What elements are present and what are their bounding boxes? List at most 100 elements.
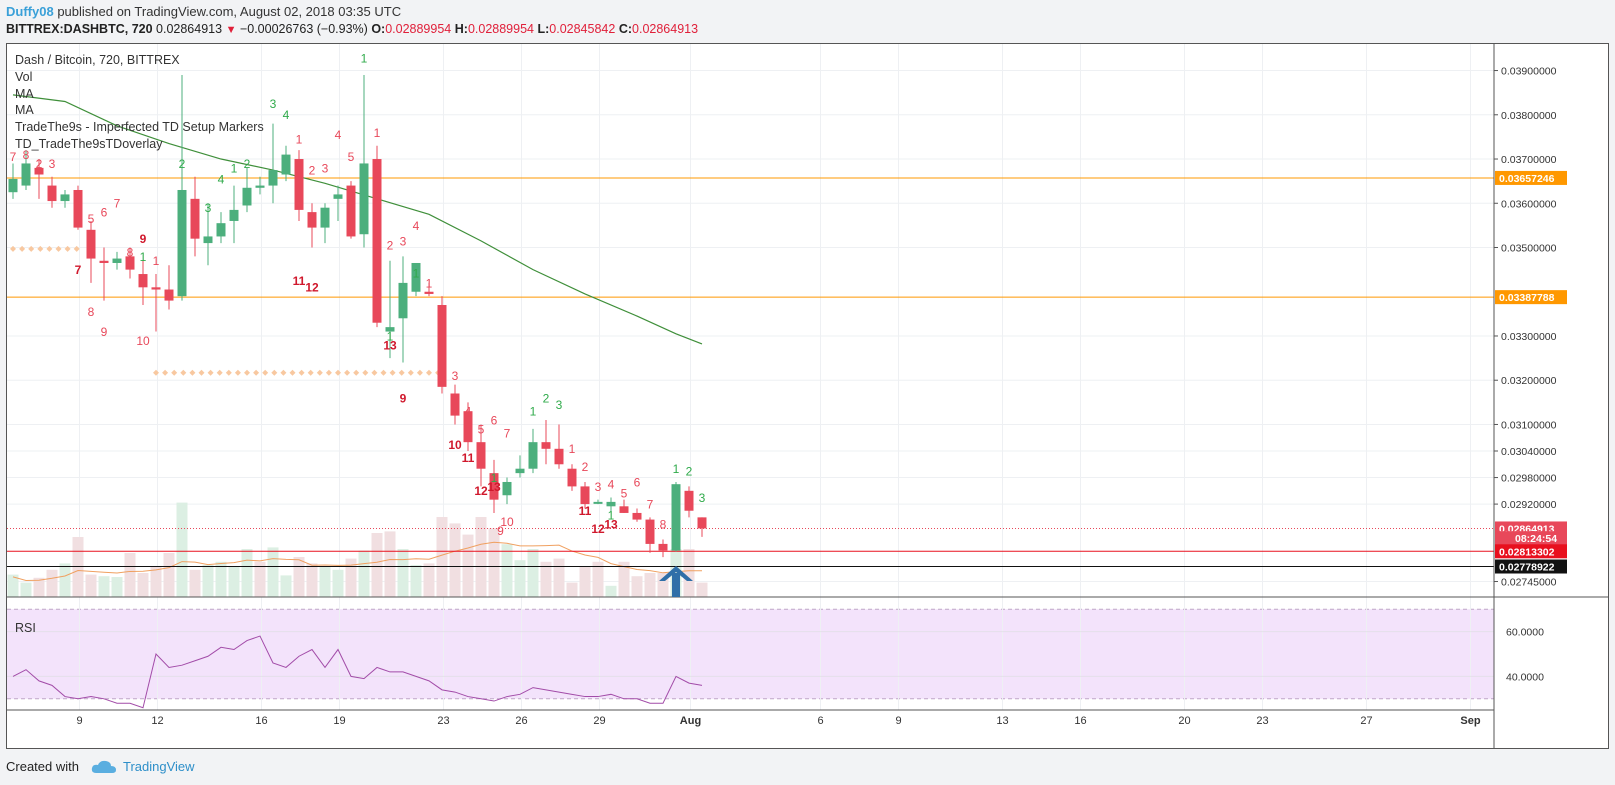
y-tick-label: 0.03040000	[1501, 446, 1557, 458]
volume-bar	[566, 582, 578, 597]
td-dot	[426, 369, 432, 376]
td-count-label: 9	[140, 232, 147, 246]
candle-body	[463, 411, 473, 443]
candle-body	[112, 258, 122, 263]
td-dot	[73, 245, 80, 252]
td-count-label: 5	[621, 486, 628, 500]
x-tick-label: 23	[1256, 715, 1268, 727]
candle-body	[255, 185, 265, 188]
x-tick-label: 12	[151, 715, 163, 727]
volume-bar	[358, 550, 370, 597]
price-label-text: 08:24:54	[1515, 533, 1557, 545]
candle-body	[125, 256, 135, 270]
candle-body	[138, 274, 148, 288]
tradingview-cloud-icon	[91, 760, 116, 773]
candle-body	[242, 187, 252, 206]
td-count-label: 9	[497, 524, 504, 538]
td-dot	[46, 245, 53, 252]
td-dot	[10, 245, 16, 252]
volume-bar	[176, 502, 188, 597]
td-dot	[234, 369, 241, 376]
volume-bar	[59, 563, 71, 597]
author-link[interactable]: Duffy08	[6, 4, 54, 19]
candle-body	[60, 194, 70, 202]
td-count-label: 13	[383, 338, 397, 352]
candle-body	[580, 486, 590, 505]
candle-body	[359, 163, 369, 235]
low-label: L:	[537, 22, 550, 36]
volume-ma-line	[12, 541, 702, 581]
td-count-label: 7	[75, 263, 82, 277]
candle-body	[307, 212, 317, 228]
candle-body	[320, 207, 330, 228]
candle-body	[86, 229, 96, 259]
down-arrow-icon: ▼	[225, 24, 237, 36]
x-tick-label: 26	[515, 715, 527, 727]
candle-body	[515, 468, 525, 474]
td-dot	[198, 369, 205, 376]
rsi-line	[12, 635, 703, 709]
volume-bar	[618, 561, 630, 597]
volume-bar	[137, 573, 149, 597]
td-count-label: 1	[361, 52, 368, 66]
volume-bar	[267, 547, 279, 597]
volume-bar	[98, 576, 110, 597]
volume-bar	[85, 574, 97, 597]
legend-ma-1[interactable]: MA	[15, 86, 34, 101]
legend-indicator-1[interactable]: TradeThe9s - Imperfected TD Setup Marker…	[15, 120, 264, 135]
td-dot	[64, 245, 71, 252]
candle-body	[437, 305, 447, 387]
td-dot	[55, 245, 62, 252]
rsi-band	[7, 609, 1494, 699]
tradingview-link[interactable]: TradingView	[122, 759, 195, 774]
td-dot	[371, 369, 378, 376]
x-tick-label: 16	[255, 715, 267, 727]
legend-indicator-2[interactable]: TD_TradeThe9sTDoverlay	[15, 136, 163, 151]
last-price: 0.02864913	[156, 22, 223, 36]
candle-body	[34, 167, 44, 175]
candle-body	[164, 289, 174, 301]
price-label-box	[1495, 170, 1567, 185]
legend-ma-2[interactable]: MA	[15, 103, 34, 118]
td-dot	[416, 369, 423, 376]
price-label-text: 0.02778922	[1499, 562, 1555, 574]
rsi-pane-label: RSI	[15, 621, 36, 635]
candle-body	[502, 481, 512, 496]
td-count-label: 3	[400, 234, 407, 248]
volume-bar	[345, 558, 357, 597]
legend-vol[interactable]: Vol	[15, 69, 33, 84]
y-tick-label: 0.03600000	[1501, 198, 1557, 210]
td-count-label: 4	[335, 128, 342, 142]
td-dot	[380, 369, 387, 376]
candle-body	[73, 189, 83, 228]
rsi-tick-label: 40.0000	[1506, 671, 1544, 683]
volume-bar	[293, 557, 305, 597]
y-tick-label: 0.03200000	[1501, 375, 1557, 387]
td-dot	[253, 369, 260, 376]
candle-body	[372, 159, 382, 323]
td-count-label: 7	[647, 498, 654, 512]
candle-body	[619, 506, 629, 513]
symbol-bar: BITTREX:DASHBTC, 720 0.02864913 ▼ −0.000…	[6, 22, 698, 36]
publish-text: published on TradingView.com, August 02,…	[57, 4, 402, 19]
td-dot	[389, 369, 396, 376]
close-value: 0.02864913	[632, 22, 699, 36]
td-count-label: 11	[462, 451, 475, 465]
volume-bar	[202, 565, 214, 597]
chart-legend: Dash / Bitcoin, 720, BITTREX Vol MA MA T…	[15, 52, 264, 153]
x-tick-label: 19	[333, 715, 345, 727]
td-count-label: 12	[305, 281, 319, 295]
symbol-label: BITTREX:DASHBTC, 720	[6, 22, 153, 36]
volume-bar	[150, 566, 162, 597]
td-count-label: 2	[543, 391, 550, 405]
y-tick-label: 0.03100000	[1501, 419, 1557, 431]
y-tick-label: 0.03500000	[1501, 243, 1557, 255]
low-value: 0.02845842	[549, 22, 616, 36]
candle-body	[424, 291, 434, 294]
volume-bar	[657, 573, 669, 597]
x-tick-label: 6	[817, 715, 823, 727]
td-dot	[153, 369, 159, 376]
volume-bar	[254, 561, 266, 597]
